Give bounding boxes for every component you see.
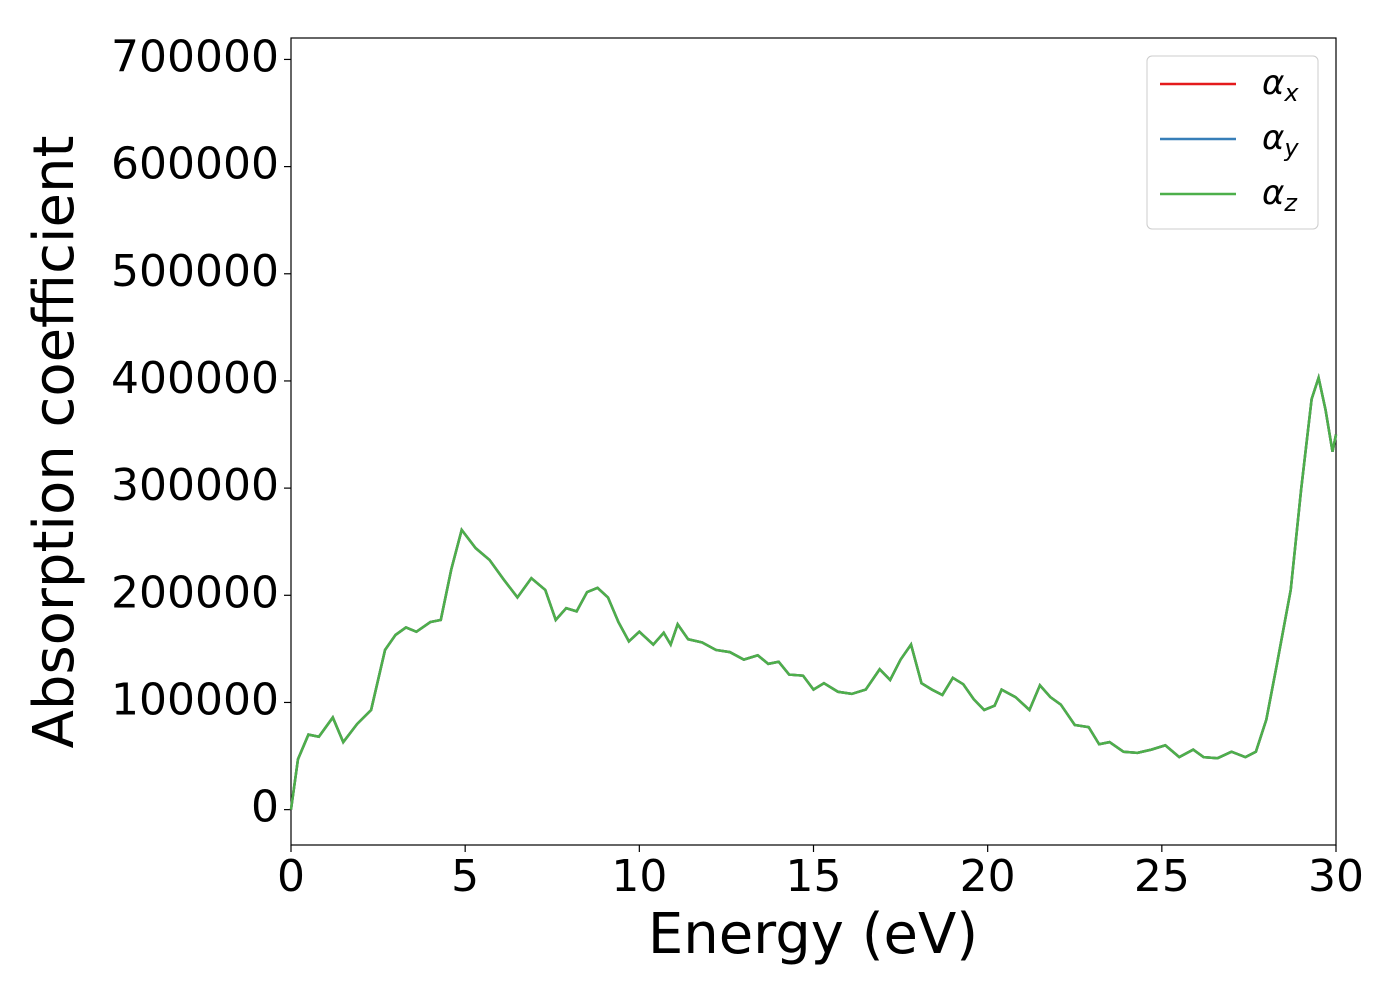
y-tick-label: 600000 xyxy=(111,139,279,190)
x-axis-label: Energy (eV) xyxy=(648,902,978,967)
x-tick-label: 25 xyxy=(1134,851,1190,902)
legend-label: αz xyxy=(1262,173,1298,218)
series-line xyxy=(289,372,1338,810)
x-tick-label: 10 xyxy=(611,851,667,902)
x-tick-label: 15 xyxy=(786,851,842,902)
y-tick-label: 500000 xyxy=(111,246,279,297)
y-tick-label: 400000 xyxy=(111,353,279,404)
x-tick-label: 20 xyxy=(960,851,1016,902)
y-tick-label: 300000 xyxy=(111,460,279,511)
y-tick-label: 100000 xyxy=(111,674,279,725)
y-tick-label: 200000 xyxy=(111,567,279,618)
y-axis-label: Absorption coefficient xyxy=(22,136,87,749)
x-tick-label: 5 xyxy=(451,851,479,902)
x-tick-label: 30 xyxy=(1308,851,1364,902)
legend-label: αx xyxy=(1262,63,1299,108)
x-tick-label: 0 xyxy=(277,851,305,902)
legend-box xyxy=(1146,55,1319,230)
legend-label: αy xyxy=(1262,118,1299,163)
y-tick-label: 700000 xyxy=(111,31,279,82)
y-tick-label: 0 xyxy=(251,782,279,833)
